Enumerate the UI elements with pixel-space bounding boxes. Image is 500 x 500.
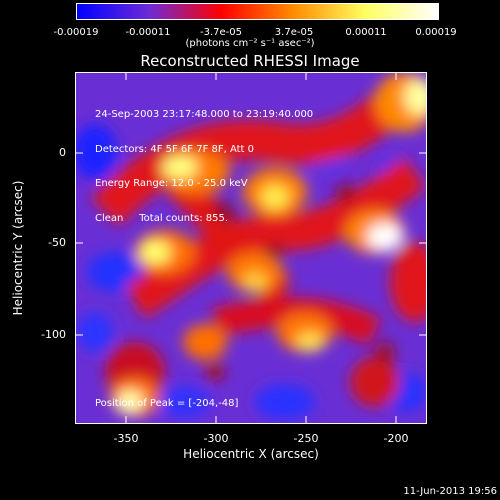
x-tick-label: -250 bbox=[293, 432, 319, 445]
colorbar-tick: -3.7e-05 bbox=[200, 27, 242, 38]
info-detectors: Detectors: 4F 5F 6F 7F 8F, Att 0 bbox=[95, 143, 255, 155]
info-time-range: 24-Sep-2003 23:17:48.000 to 23:19:40.000 bbox=[95, 109, 314, 120]
colorbar-tick: -0.00011 bbox=[125, 27, 171, 38]
y-axis-label: Heliocentric Y (arcsec) bbox=[11, 180, 25, 316]
x-tick-label: -300 bbox=[203, 432, 229, 445]
info-energy-range: Energy Range: 12.0 - 25.0 keV bbox=[95, 178, 248, 189]
x-tick-label: -200 bbox=[383, 432, 409, 445]
colorbar-tick: -0.00019 bbox=[53, 27, 99, 38]
y-tick-label: 0 bbox=[59, 146, 66, 159]
plot-title: Reconstructed RHESSI Image bbox=[140, 52, 360, 70]
colorbar-tick: 0.00011 bbox=[345, 27, 387, 38]
info-clean-counts: Clean Total counts: 855. bbox=[95, 212, 229, 224]
colorbar-unit: (photons cm⁻² s⁻¹ asec⁻²) bbox=[185, 38, 315, 49]
rhessi-image: 24-Sep-2003 23:17:48.000 to 23:19:40.000… bbox=[75, 72, 427, 424]
x-tick-label: -350 bbox=[113, 432, 139, 445]
peak-position: Position of Peak = [-204,-48] bbox=[95, 398, 239, 409]
timestamp-footer: 11-Jun-2013 19:56 bbox=[403, 486, 497, 497]
colorbar-tick: 3.7e-05 bbox=[274, 27, 314, 38]
image-map bbox=[75, 72, 427, 424]
colorbar bbox=[76, 3, 439, 20]
colorbar-tick: 0.00019 bbox=[415, 27, 457, 38]
y-tick-label: -100 bbox=[41, 328, 66, 341]
x-axis-label: Heliocentric X (arcsec) bbox=[183, 447, 319, 461]
y-tick-label: -50 bbox=[48, 236, 66, 249]
observation-info: 24-Sep-2003 23:17:48.000 to 23:19:40.000… bbox=[95, 86, 313, 247]
